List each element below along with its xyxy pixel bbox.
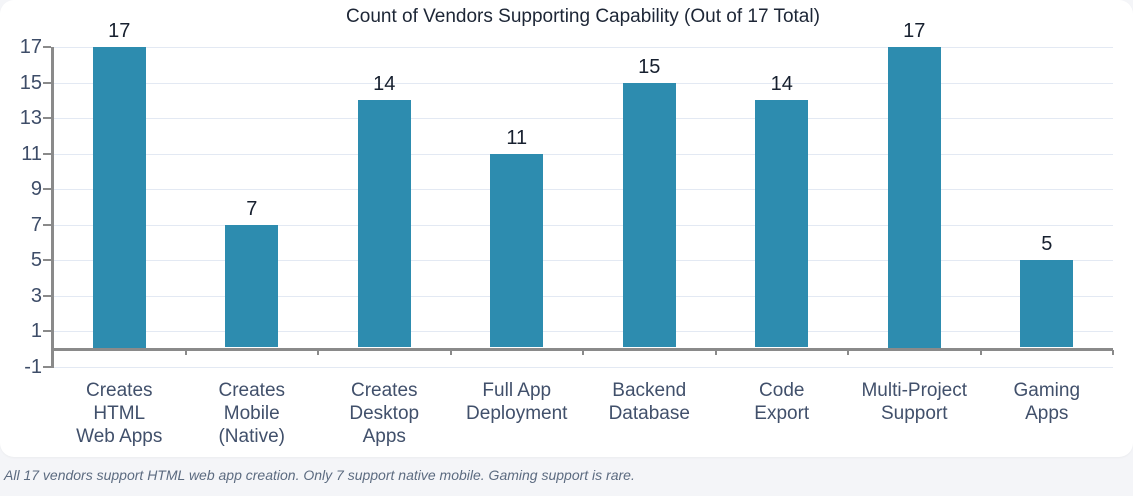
x-category-label: Creates Mobile (Native): [218, 380, 286, 447]
y-tick-mark: [43, 152, 51, 155]
gridline: [53, 331, 1113, 333]
x-category-label: Gaming Apps: [1013, 380, 1081, 424]
bar-7: [887, 47, 941, 348]
y-tick-mark: [43, 330, 51, 333]
bar-value-label: 14: [770, 73, 793, 96]
bar-5: [622, 82, 676, 348]
y-tick-label: 11: [21, 142, 42, 165]
gridline: [53, 118, 1113, 120]
x-category-label: Code Export: [754, 380, 810, 424]
y-tick-label: 13: [19, 107, 42, 130]
chart-card: Count of Vendors Supporting Capability (…: [0, 0, 1133, 457]
bar-value-label: 14: [373, 73, 396, 96]
y-tick-label: 1: [30, 320, 42, 343]
x-tick-mark: [1112, 350, 1114, 355]
x-tick-mark: [847, 350, 849, 355]
gridline: [53, 366, 1113, 368]
gridline: [53, 260, 1113, 262]
y-tick-label: 17: [19, 36, 42, 58]
x-tick-mark: [449, 350, 452, 355]
bar-value-label: 11: [506, 126, 528, 149]
y-tick-mark: [43, 223, 51, 226]
bar-8: [1020, 260, 1074, 348]
bar-value-label: 15: [638, 55, 661, 78]
bar-value-label: 17: [903, 20, 926, 42]
bar-2: [225, 224, 279, 348]
x-tick-mark: [714, 350, 717, 355]
x-axis-baseline: [53, 347, 1113, 351]
bar-6: [755, 100, 809, 348]
y-tick-label: 5: [30, 249, 42, 272]
gridline: [53, 295, 1113, 297]
y-tick-label: 15: [19, 71, 42, 94]
gridline: [53, 82, 1113, 84]
y-tick-mark: [43, 117, 51, 120]
x-tick-mark: [317, 350, 319, 355]
bar-1: [92, 47, 146, 348]
y-tick-mark: [43, 365, 51, 368]
chart-title: Count of Vendors Supporting Capability (…: [346, 6, 820, 27]
y-tick-label: 9: [30, 178, 42, 201]
bar-value-label: 17: [108, 20, 131, 42]
x-category-label: Creates Desktop Apps: [349, 380, 420, 447]
y-tick-label: -1: [24, 355, 42, 378]
x-tick-mark: [582, 350, 584, 355]
gridline: [53, 153, 1113, 155]
y-tick-mark: [43, 294, 51, 297]
y-tick-mark: [43, 259, 51, 262]
y-tick-label: 7: [30, 213, 42, 236]
y-tick-label: 3: [30, 284, 42, 307]
gridline: [53, 224, 1113, 226]
footer-note: All 17 vendors support HTML web app crea…: [4, 467, 635, 483]
x-tick-mark: [979, 350, 982, 355]
y-tick-mark: [43, 188, 51, 191]
x-category-label: Backend Database: [608, 380, 690, 424]
x-category-label: Creates HTML Web Apps: [76, 380, 163, 447]
gridline: [53, 189, 1113, 191]
bar-value-label: 7: [246, 197, 258, 220]
plot-area: -1 1 3 5 7 9 11 13 15 17 17 Creates HTML Web Apps 7 C…: [19, 20, 1114, 447]
gridline: [53, 47, 1113, 48]
y-axis-spine: [51, 47, 54, 368]
x-category-label: Multi-Project Support: [861, 380, 968, 424]
bar-3: [357, 100, 411, 348]
y-tick-mark: [43, 81, 51, 84]
x-tick-mark: [184, 350, 187, 355]
x-category-label: Full App Deployment: [466, 380, 568, 424]
bar-value-label: 5: [1041, 233, 1053, 256]
y-tick-mark: [43, 46, 51, 48]
bar-4: [490, 153, 544, 348]
